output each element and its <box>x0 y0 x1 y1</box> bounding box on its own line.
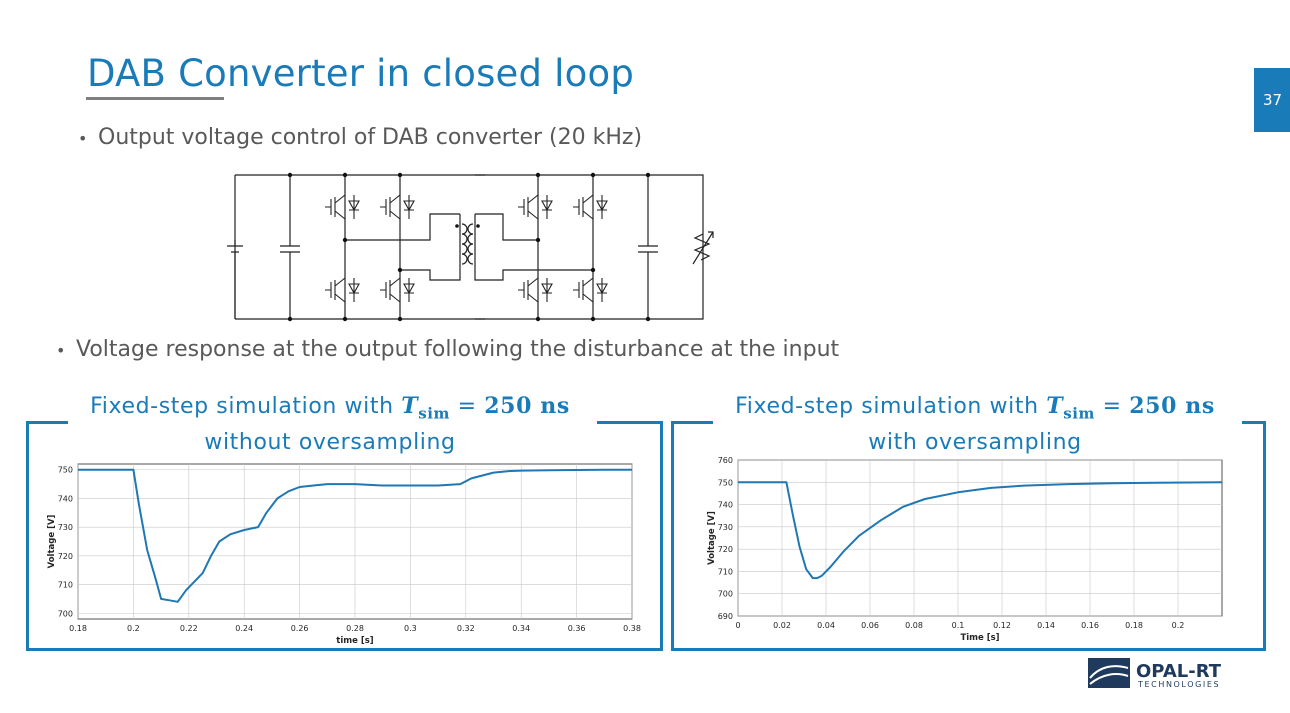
bullet-text-2: Voltage response at the output following… <box>76 337 840 362</box>
y-tick-label: 730 <box>718 523 733 532</box>
bullet-dot: • <box>56 340 66 360</box>
y-tick-label: 740 <box>58 494 73 503</box>
x-tick-label: 0.24 <box>235 624 253 633</box>
page-number: 37 <box>1254 68 1290 132</box>
chart-panel-right <box>671 421 1266 651</box>
y-tick-label: 760 <box>718 456 733 465</box>
panel-border-top <box>597 421 663 424</box>
y-tick-label: 720 <box>58 552 73 561</box>
x-tick-label: 0.36 <box>568 624 586 633</box>
x-tick-label: 0.26 <box>291 624 309 633</box>
caption-text: Fixed-step simulation with <box>90 394 402 419</box>
x-tick-label: 0.22 <box>180 624 198 633</box>
y-axis-label: Voltage [V] <box>707 511 717 565</box>
caption-equals: = <box>450 394 485 419</box>
x-tick-label: 0.08 <box>905 621 923 630</box>
caption-line-1: Fixed-step simulation with Tsim = 250 ns <box>60 392 600 428</box>
x-axis-label: time [s] <box>336 636 374 646</box>
x-tick-label: 0.2 <box>1172 621 1185 630</box>
opal-rt-logo: OPAL-RT TECHNOLOGIES <box>1088 658 1222 689</box>
x-tick-label: 0.2 <box>127 624 140 633</box>
x-tick-label: 0.02 <box>773 621 791 630</box>
bullet-text-1: Output voltage control of DAB converter … <box>98 125 643 150</box>
caption-subscript: sim <box>1063 404 1096 423</box>
x-tick-label: 0 <box>735 621 740 630</box>
voltage-series-line <box>78 468 632 603</box>
x-tick-label: 0.1 <box>952 621 965 630</box>
bullet-item-2: • Voltage response at the output followin… <box>56 337 839 362</box>
y-tick-label: 750 <box>718 478 733 487</box>
plot-area <box>737 459 1223 617</box>
voltage-chart-with-oversampling: 0 0.02 0.04 0.06 0.08 0.1 0.12 0.14 0.16 0.18 0.2 6… <box>707 456 1223 643</box>
y-tick-label: 710 <box>718 567 733 576</box>
x-tick-label: 0.34 <box>512 624 530 633</box>
bullet-item-1: • Output voltage control of DAB converter… <box>78 125 642 150</box>
panel-border-top <box>671 421 713 424</box>
x-tick-label: 0.06 <box>861 621 879 630</box>
x-tick-label: 0.28 <box>346 624 364 633</box>
chart-panel-left <box>26 421 663 651</box>
caption-subscript: sim <box>418 404 451 423</box>
y-tick-label: 750 <box>58 466 73 475</box>
x-tick-label: 0.16 <box>1081 621 1099 630</box>
x-tick-label: 0.3 <box>404 624 417 633</box>
chart-caption-left: Fixed-step simulation with Tsim = 250 ns… <box>60 392 600 457</box>
y-tick-label: 700 <box>718 590 733 599</box>
title-underline <box>86 97 224 100</box>
y-tick-label: 710 <box>58 581 73 590</box>
y-tick-label: 730 <box>58 523 73 532</box>
slide-title: DAB Converter in closed loop <box>87 52 635 95</box>
voltage-chart-without-oversampling: 0.18 0.2 0.22 0.24 0.26 0.28 0.3 0.32 0.34 0.36 0.… <box>47 463 641 646</box>
caption-line-2: with oversampling <box>868 430 1082 456</box>
x-tick-label: 0.32 <box>457 624 475 633</box>
y-tick-label: 700 <box>58 609 73 618</box>
caption-symbol: T <box>1046 393 1064 419</box>
y-tick-label: 690 <box>718 612 733 621</box>
y-tick-label: 740 <box>718 501 733 510</box>
x-tick-label: 0.38 <box>623 624 641 633</box>
x-axis-label: Time [s] <box>960 633 999 643</box>
caption-value: 250 ns <box>1129 393 1215 419</box>
dab-circuit-diagram <box>227 172 714 322</box>
caption-symbol: T <box>401 393 419 419</box>
voltage-series-line <box>738 481 1223 580</box>
x-tick-label: 0.04 <box>817 621 835 630</box>
caption-value: 250 ns <box>484 393 570 419</box>
x-tick-label: 0.18 <box>69 624 87 633</box>
y-axis-label: Voltage [V] <box>47 514 57 568</box>
bullet-dot: • <box>78 128 88 148</box>
caption-line-1: Fixed-step simulation with Tsim = 250 ns <box>705 392 1245 428</box>
x-tick-label: 0.14 <box>1037 621 1055 630</box>
y-tick-label: 720 <box>718 545 733 554</box>
caption-line-2: without oversampling <box>204 430 456 456</box>
chart-caption-right: Fixed-step simulation with Tsim = 250 ns… <box>705 392 1245 457</box>
caption-text: Fixed-step simulation with <box>735 394 1047 419</box>
x-tick-label: 0.18 <box>1125 621 1143 630</box>
panel-border-top <box>26 421 68 424</box>
panel-border-top <box>1242 421 1266 424</box>
caption-equals: = <box>1095 394 1130 419</box>
logo-wordmark: OPAL-RT <box>1136 661 1222 682</box>
logo-subtitle: TECHNOLOGIES <box>1137 680 1220 689</box>
x-tick-label: 0.12 <box>993 621 1011 630</box>
